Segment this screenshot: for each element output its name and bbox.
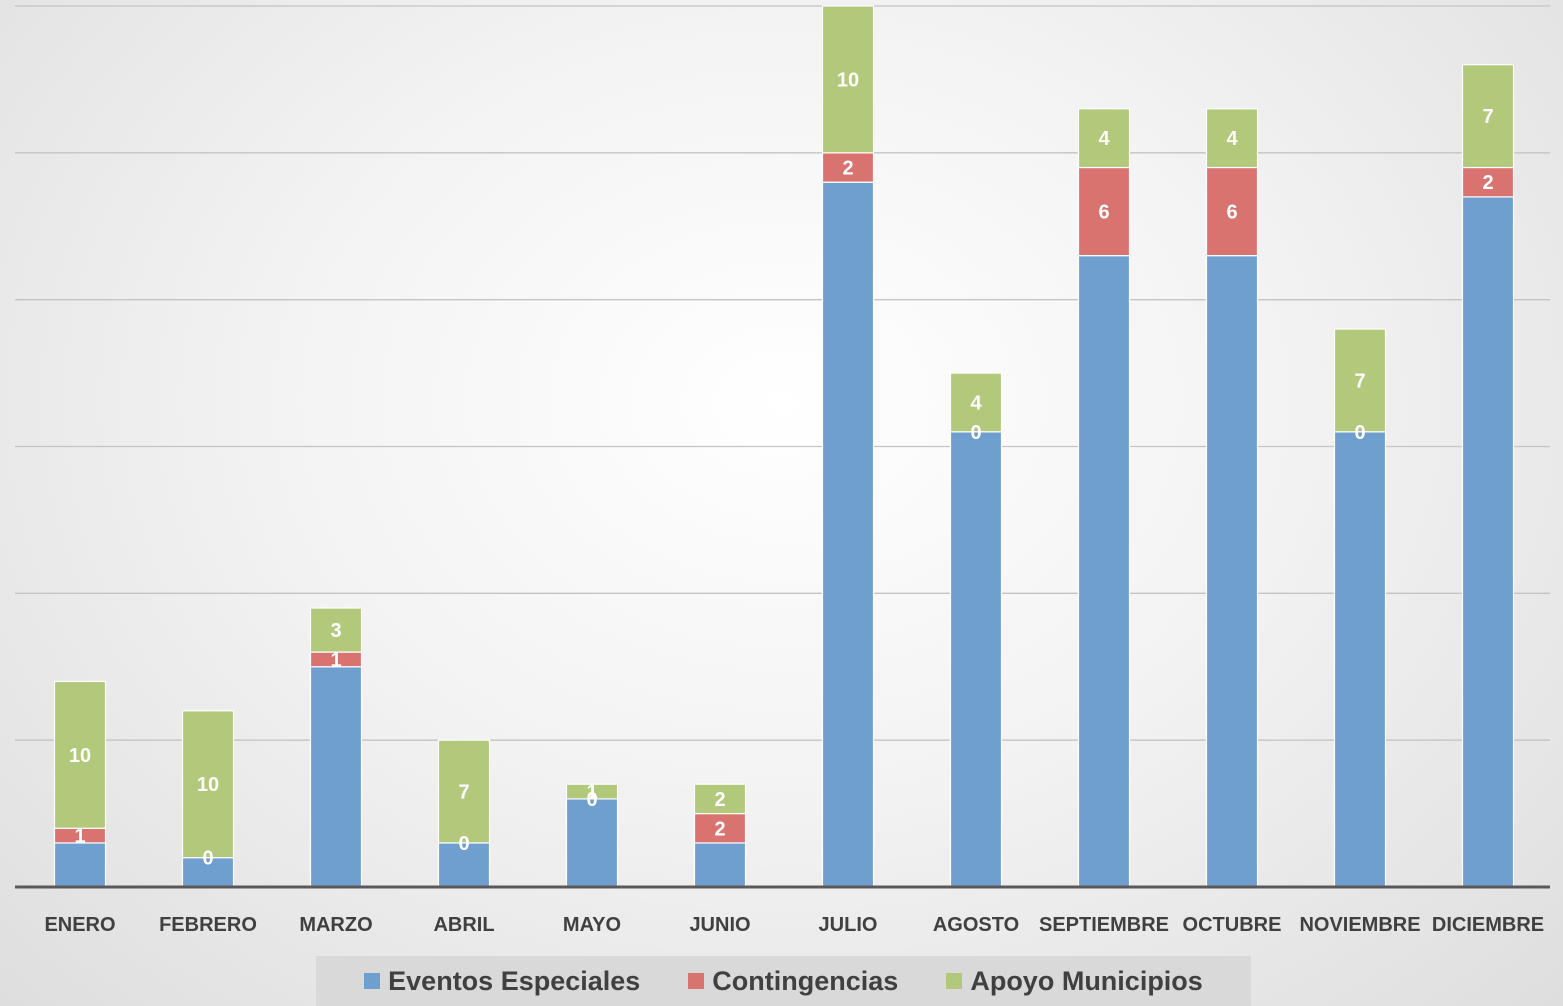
x-tick-label: SEPTIEMBRE — [1039, 914, 1169, 936]
bar-segment — [821, 181, 875, 888]
data-label: 6 — [1226, 202, 1237, 224]
data-label: 4 — [1226, 128, 1238, 150]
x-tick-label: FEBRERO — [159, 914, 257, 936]
data-label: 1 — [586, 782, 597, 804]
legend-label-eventos: Eventos Especiales — [388, 965, 641, 996]
legend-item-eventos: Eventos Especiales — [364, 966, 640, 997]
bar-segment — [1333, 328, 1387, 433]
data-label: 0 — [586, 789, 597, 811]
bar-segment — [1205, 108, 1259, 169]
data-label: 1 — [330, 649, 341, 671]
bar-segment — [437, 842, 491, 888]
bar-segment — [1461, 196, 1515, 888]
bar-segment — [693, 812, 747, 844]
data-label: 4 — [970, 392, 982, 414]
legend-item-contingencias: Contingencias — [688, 966, 898, 997]
data-label: 0 — [202, 848, 213, 870]
data-label: 10 — [837, 69, 859, 91]
bar-segment — [1077, 166, 1131, 257]
data-label: 1 — [74, 826, 85, 848]
data-label: 0 — [458, 833, 469, 855]
bar-segment — [693, 842, 747, 888]
x-tick-label: ABRIL — [433, 914, 494, 936]
data-label: 4 — [1098, 128, 1110, 150]
bar-segment — [565, 798, 619, 888]
data-label: 7 — [458, 782, 469, 804]
bar-segment — [53, 842, 107, 888]
bar-segment — [1077, 255, 1131, 888]
x-tick-label: ENERO — [44, 914, 115, 936]
bar-segment — [309, 666, 363, 888]
bar-segment — [1205, 166, 1259, 257]
bar-segment — [437, 739, 491, 844]
bar-segment — [821, 5, 875, 154]
data-label: 0 — [1354, 422, 1365, 444]
bar-segment — [1205, 255, 1259, 888]
data-label: 2 — [714, 818, 725, 840]
x-tick-label: MAYO — [563, 914, 621, 936]
data-label: 2 — [714, 789, 725, 811]
data-label: 0 — [970, 422, 981, 444]
data-label: 10 — [69, 745, 91, 767]
bars — [53, 5, 1515, 888]
bar-segment — [565, 783, 619, 800]
data-label: 7 — [1354, 370, 1365, 392]
bar-segment — [949, 372, 1003, 433]
legend-label-contingencias: Contingencias — [712, 965, 899, 996]
legend-label-apoyo: Apoyo Municipios — [970, 965, 1203, 996]
legend: Eventos Especiales Contingencias Apoyo M… — [316, 956, 1251, 1006]
x-tick-label: JULIO — [819, 914, 878, 936]
legend-swatch-contingencias — [688, 973, 705, 989]
bar-segment — [821, 152, 875, 183]
x-tick-label: MARZO — [299, 914, 372, 936]
bar-segment — [693, 783, 747, 815]
bar-segment — [1461, 64, 1515, 169]
x-tick-label: DICIEMBRE — [1432, 914, 1544, 936]
legend-item-apoyo: Apoyo Municipios — [946, 966, 1203, 997]
data-label: 2 — [842, 158, 853, 180]
data-label: 3 — [330, 620, 341, 642]
x-tick-label: NOVIEMBRE — [1299, 914, 1420, 936]
gridlines — [15, 5, 1550, 741]
bar-segment — [181, 710, 235, 859]
data-label: 10 — [197, 774, 219, 796]
bar-segment — [53, 680, 107, 829]
bar-segment — [1077, 108, 1131, 169]
bar-segment — [309, 607, 363, 653]
x-tick-label: OCTUBRE — [1183, 914, 1282, 936]
data-label: 2 — [1482, 172, 1493, 194]
legend-swatch-apoyo — [946, 973, 963, 989]
bar-segment — [949, 431, 1003, 888]
legend-swatch-eventos — [364, 973, 381, 989]
x-tick-labels: ENERO FEBRERO MARZO ABRIL MAYO JUNIO JULIO AGOS… — [44, 914, 1544, 936]
data-label: 6 — [1098, 202, 1109, 224]
bar-segment — [1333, 431, 1387, 888]
x-tick-label: JUNIO — [689, 914, 750, 936]
data-label: 7 — [1482, 106, 1493, 128]
x-tick-label: AGOSTO — [933, 914, 1019, 936]
